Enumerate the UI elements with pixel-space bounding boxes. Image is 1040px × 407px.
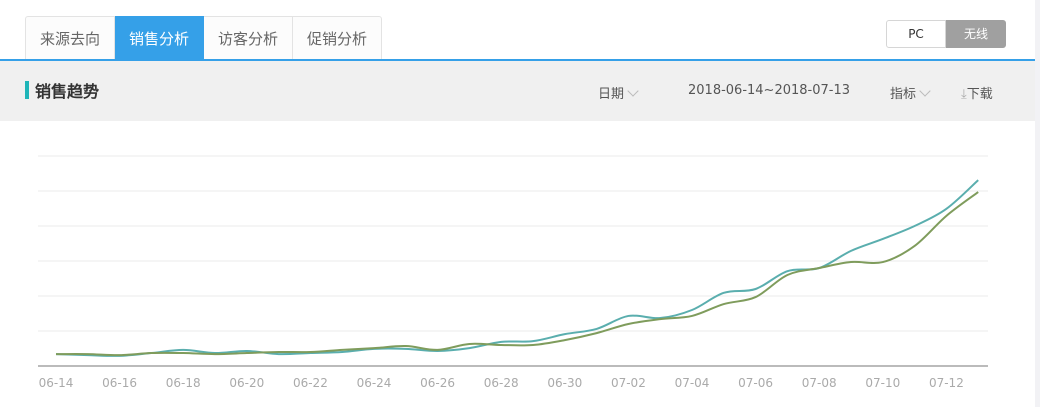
download-icon: ⤓ — [961, 87, 967, 102]
tab-source[interactable]: 来源去向 — [25, 16, 116, 59]
date-label: 日期 — [598, 87, 625, 102]
download-button[interactable]: ⤓下载 — [961, 83, 993, 102]
sales-trend-chart: 06-14 06-16 06-18 06-20 06-22 06-24 06-26 06-28… — [38, 155, 988, 390]
chevron-down-icon — [627, 85, 639, 97]
x-tick-label: 06-16 — [102, 376, 137, 390]
x-tick-label: 06-24 — [357, 376, 392, 390]
download-label: 下载 — [966, 87, 993, 102]
chevron-down-icon — [919, 85, 931, 97]
section-title: 销售趋势 — [35, 82, 100, 101]
x-tick-label: 06-18 — [166, 376, 201, 390]
tab-promotion-analysis[interactable]: 促销分析 — [293, 16, 383, 59]
section-header: 销售趋势 日期 2018-06-14~2018-07-13 指标 ⤓下载 — [0, 61, 1035, 121]
x-tick-label: 06-30 — [547, 376, 582, 390]
x-tick-label: 06-20 — [229, 376, 264, 390]
x-tick-label: 07-08 — [802, 376, 837, 390]
wireless-button[interactable]: 无线 — [946, 20, 1006, 48]
x-tick-label: 06-22 — [293, 376, 328, 390]
x-tick-label: 07-02 — [611, 376, 646, 390]
scrollbar-track[interactable] — [1035, 0, 1040, 407]
x-tick-label: 07-10 — [865, 376, 900, 390]
x-tick-label: 06-28 — [484, 376, 519, 390]
x-tick-label: 07-06 — [738, 376, 773, 390]
tab-bar: 来源去向 销售分析 访客分析 促销分析 — [25, 16, 383, 59]
metric-dropdown[interactable]: 指标 — [890, 83, 931, 102]
tab-sales-analysis[interactable]: 销售分析 — [115, 16, 205, 59]
x-tick-label: 07-04 — [675, 376, 710, 390]
date-range[interactable]: 2018-06-14~2018-07-13 — [688, 83, 850, 98]
x-tick-label: 06-14 — [39, 376, 74, 390]
metric-label: 指标 — [890, 87, 917, 102]
tab-visitor-analysis[interactable]: 访客分析 — [204, 16, 294, 59]
date-dropdown[interactable]: 日期 — [598, 83, 639, 102]
pc-button[interactable]: PC — [886, 20, 946, 48]
device-switch: PC 无线 — [886, 20, 1006, 48]
tab-underline — [0, 59, 1035, 61]
series-line-2 — [55, 191, 979, 357]
title-marker — [25, 81, 29, 99]
series-line-1 — [55, 179, 979, 357]
x-tick-label: 06-26 — [420, 376, 455, 390]
x-tick-label: 07-12 — [929, 376, 964, 390]
